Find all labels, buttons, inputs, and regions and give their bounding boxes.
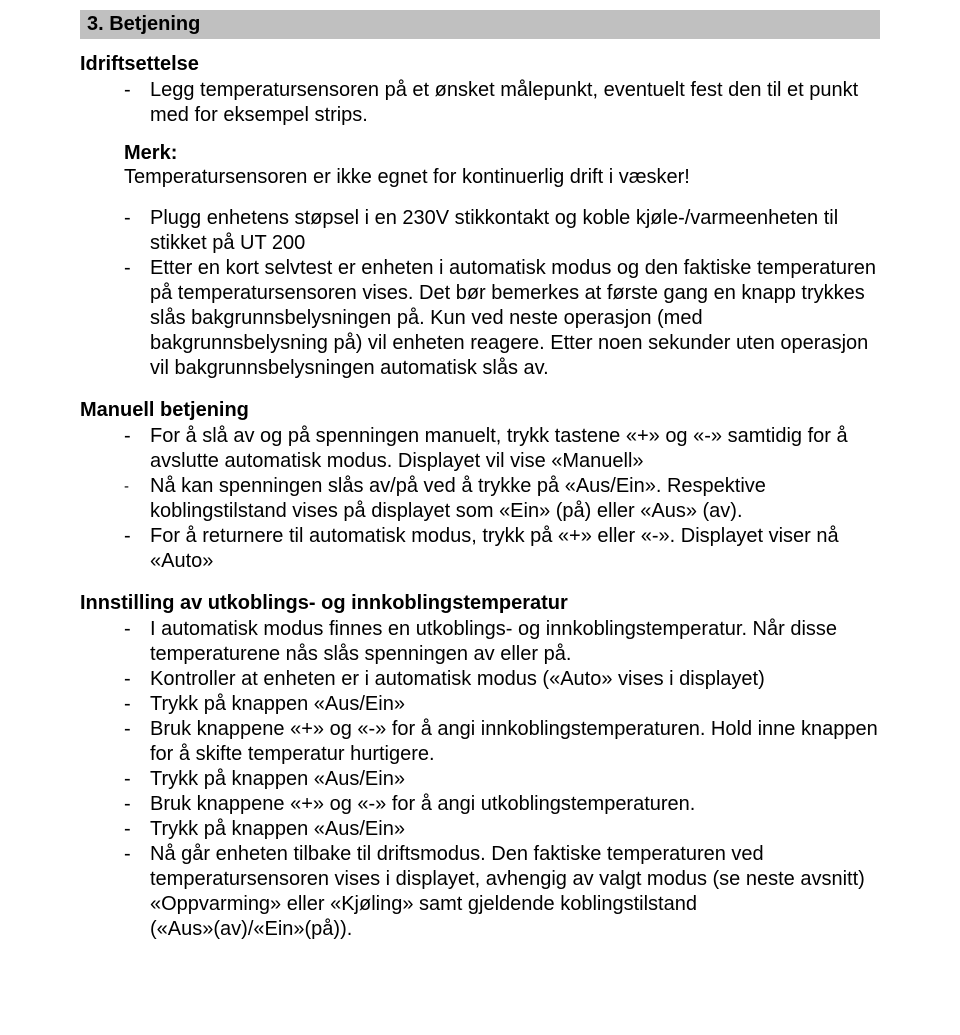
bullet-text: Nå går enheten tilbake til driftsmodus. … <box>150 842 880 942</box>
idrift-list: - Legg temperatursensoren på et ønsket m… <box>124 78 880 128</box>
list-item: - For å returnere til automatisk modus, … <box>124 524 880 574</box>
list-item: - Nå går enheten tilbake til driftsmodus… <box>124 842 880 942</box>
list-item: - Nå kan spenningen slås av/på ved å try… <box>124 474 880 524</box>
section-header: 3. Betjening <box>80 10 880 39</box>
bullet-text: Kontroller at enheten er i automatisk mo… <box>150 667 880 692</box>
bullet-dash-icon: - <box>124 424 150 449</box>
list-item: - For å slå av og på spenningen manuelt,… <box>124 424 880 474</box>
idrift-list-2: - Plugg enhetens støpsel i en 230V stikk… <box>124 206 880 381</box>
bullet-dash-icon: - <box>124 717 150 742</box>
merk-text: Temperatursensoren er ikke egnet for kon… <box>124 165 880 190</box>
bullet-dash-icon: - <box>124 667 150 692</box>
bullet-text: Bruk knappene «+» og «-» for å angi innk… <box>150 717 880 767</box>
list-item: - Trykk på knappen «Aus/Ein» <box>124 692 880 717</box>
bullet-dash-icon: - <box>124 78 150 103</box>
bullet-dash-icon: - <box>124 792 150 817</box>
list-item: - Trykk på knappen «Aus/Ein» <box>124 817 880 842</box>
bullet-dash-icon: - <box>124 817 150 842</box>
bullet-text: For å slå av og på spenningen manuelt, t… <box>150 424 880 474</box>
bullet-dash-icon: - <box>124 256 150 281</box>
bullet-text: For å returnere til automatisk modus, tr… <box>150 524 880 574</box>
bullet-dash-icon: - <box>124 767 150 792</box>
list-item: - I automatisk modus finnes en utkobling… <box>124 617 880 667</box>
bullet-text: Trykk på knappen «Aus/Ein» <box>150 692 880 717</box>
bullet-dash-icon: - <box>124 474 150 497</box>
list-item: - Legg temperatursensoren på et ønsket m… <box>124 78 880 128</box>
manuell-heading: Manuell betjening <box>80 399 880 422</box>
bullet-dash-icon: - <box>124 617 150 642</box>
bullet-text: Plugg enhetens støpsel i en 230V stikkon… <box>150 206 880 256</box>
bullet-text: Nå kan spenningen slås av/på ved å trykk… <box>150 474 880 524</box>
bullet-dash-icon: - <box>124 842 150 867</box>
list-item: - Bruk knappene «+» og «-» for å angi ut… <box>124 792 880 817</box>
idrift-heading: Idriftsettelse <box>80 53 880 76</box>
list-item: - Trykk på knappen «Aus/Ein» <box>124 767 880 792</box>
list-item: - Bruk knappene «+» og «-» for å angi in… <box>124 717 880 767</box>
section-title: 3. Betjening <box>87 13 200 35</box>
manuell-list: - For å slå av og på spenningen manuelt,… <box>124 424 880 574</box>
document-page: 3. Betjening Idriftsettelse - Legg tempe… <box>0 0 960 972</box>
bullet-text: Trykk på knappen «Aus/Ein» <box>150 767 880 792</box>
bullet-text: Legg temperatursensoren på et ønsket mål… <box>150 78 880 128</box>
list-item: - Etter en kort selvtest er enheten i au… <box>124 256 880 381</box>
bullet-text: Trykk på knappen «Aus/Ein» <box>150 817 880 842</box>
merk-block: Merk: Temperatursensoren er ikke egnet f… <box>124 142 880 190</box>
merk-label: Merk: <box>124 142 880 165</box>
bullet-text: I automatisk modus finnes en utkoblings-… <box>150 617 880 667</box>
list-item: - Kontroller at enheten er i automatisk … <box>124 667 880 692</box>
bullet-dash-icon: - <box>124 692 150 717</box>
innstilling-list: - I automatisk modus finnes en utkobling… <box>124 617 880 942</box>
innstilling-heading: Innstilling av utkoblings- og innkobling… <box>80 592 880 615</box>
bullet-dash-icon: - <box>124 524 150 549</box>
bullet-text: Bruk knappene «+» og «-» for å angi utko… <box>150 792 880 817</box>
list-item: - Plugg enhetens støpsel i en 230V stikk… <box>124 206 880 256</box>
bullet-text: Etter en kort selvtest er enheten i auto… <box>150 256 880 381</box>
bullet-dash-icon: - <box>124 206 150 231</box>
